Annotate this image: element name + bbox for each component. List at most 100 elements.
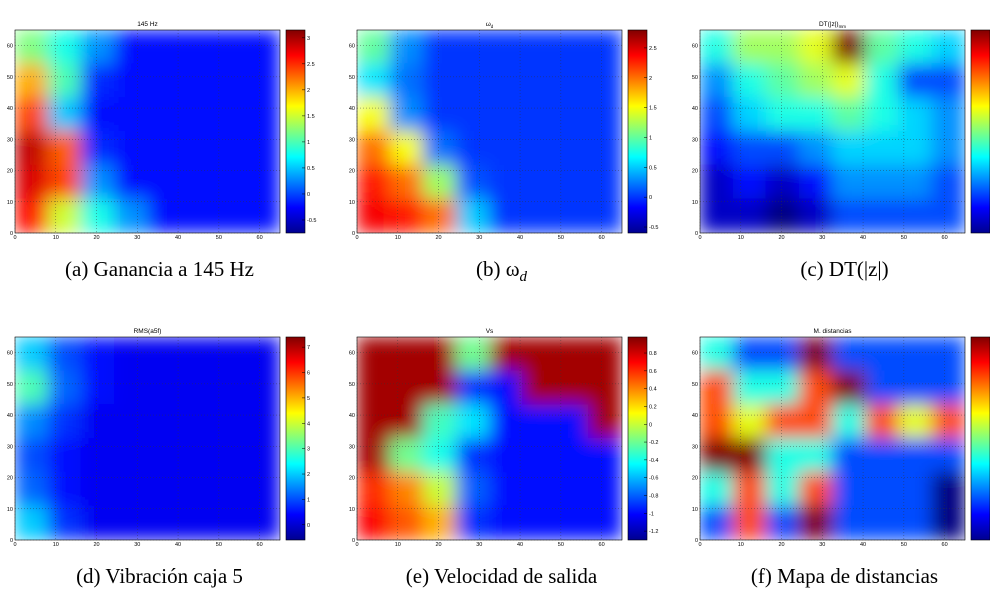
heat-cell	[422, 404, 457, 439]
heat-cell	[898, 198, 933, 233]
heat-cell	[422, 63, 457, 99]
heat-cell	[389, 30, 424, 65]
heat-cell	[522, 471, 557, 507]
colorbar-tick-label: 2.5	[307, 62, 315, 68]
heat-cell	[898, 337, 933, 372]
heat-cell	[389, 131, 424, 166]
heat-cell	[765, 97, 800, 132]
colorbar-tick-label: 0	[307, 192, 310, 198]
colorbar-tick-label: 0.5	[649, 165, 657, 171]
heat-cell	[832, 505, 867, 540]
x-tick-label: 0	[355, 235, 358, 241]
x-tick-label: 20	[435, 542, 441, 548]
heat-cell	[80, 131, 115, 166]
heat-cell	[832, 370, 867, 406]
heat-cell	[246, 164, 280, 200]
y-tick-label: 60	[692, 44, 698, 50]
heat-cell	[147, 404, 182, 439]
y-tick-label: 10	[692, 200, 698, 206]
colorbar	[285, 336, 306, 541]
heat-cell	[798, 370, 833, 406]
colorbar-tick-label: -1.2	[649, 529, 658, 535]
heatmap-blur	[357, 337, 622, 540]
colorbar-tick-label: 5	[307, 396, 310, 402]
heat-cell	[147, 63, 182, 99]
caption: (a) Ganancia a 145 Hz	[65, 257, 254, 281]
heat-cell	[931, 164, 965, 200]
heat-cell	[798, 404, 833, 439]
heat-cell	[455, 337, 490, 372]
heat-cell	[389, 198, 424, 233]
heat-cell	[700, 131, 734, 166]
heat-cell	[80, 471, 115, 507]
heat-cell	[113, 164, 148, 200]
heat-cell	[357, 164, 391, 200]
heat-cell	[246, 198, 280, 233]
heat-cell	[147, 337, 182, 372]
heat-cell	[522, 97, 557, 132]
heat-cell	[489, 370, 524, 406]
colorbar	[970, 29, 990, 234]
heat-cell	[798, 131, 833, 166]
heat-cell	[80, 164, 115, 200]
heat-cell	[931, 97, 965, 132]
heat-cell	[80, 438, 115, 473]
heatmap-cells	[700, 30, 965, 233]
heat-cell	[15, 438, 49, 473]
heat-cell	[246, 438, 280, 473]
heat-cell	[147, 471, 182, 507]
x-tick-label: 10	[738, 235, 744, 241]
colorbar-tick-label: 0.5	[307, 166, 315, 172]
heat-cell	[389, 505, 424, 540]
y-tick-label: 20	[349, 476, 355, 482]
colorbar-tick-label: 7	[307, 345, 310, 351]
title-sub: mm	[839, 24, 847, 29]
heat-cell	[522, 337, 557, 372]
heat-cell	[113, 198, 148, 233]
heat-cell	[15, 97, 49, 132]
heat-cell	[732, 97, 767, 132]
y-tick-label: 10	[349, 200, 355, 206]
x-tick-label: 40	[860, 542, 866, 548]
heat-cell	[832, 30, 867, 65]
y-tick-label: 60	[349, 44, 355, 50]
heat-cell	[389, 337, 424, 372]
heat-cell	[180, 404, 215, 439]
heat-cell	[555, 337, 590, 372]
heat-cell	[246, 63, 280, 99]
y-tick-label: 50	[349, 382, 355, 388]
heat-cell	[832, 63, 867, 99]
heat-cell	[422, 370, 457, 406]
heat-cell	[15, 63, 49, 99]
heat-cell	[15, 30, 49, 65]
heat-cell	[357, 30, 391, 65]
heat-cell	[246, 370, 280, 406]
heat-cell	[113, 438, 148, 473]
heat-cell	[113, 471, 148, 507]
heat-cell	[931, 30, 965, 65]
x-tick-label: 50	[901, 542, 907, 548]
x-tick-label: 40	[517, 235, 523, 241]
heat-cell	[47, 63, 82, 99]
x-tick-label: 60	[599, 235, 605, 241]
caption-text: (a) Ganancia a 145 Hz	[65, 257, 254, 281]
x-tick-label: 0	[698, 542, 701, 548]
heat-cell	[898, 404, 933, 439]
heat-cell	[180, 164, 215, 200]
heat-cell	[389, 97, 424, 132]
x-tick-label: 40	[860, 235, 866, 241]
heat-cell	[147, 30, 182, 65]
heat-cell	[15, 404, 49, 439]
colorbar-tick-label: 2	[649, 76, 652, 82]
x-tick-label: 30	[476, 542, 482, 548]
heat-cell	[700, 97, 734, 132]
heat-cell	[931, 370, 965, 406]
heat-cell	[47, 30, 82, 65]
heat-cell	[865, 30, 900, 65]
x-tick-label: 10	[53, 542, 59, 548]
heat-cell	[588, 370, 622, 406]
heat-cell	[489, 63, 524, 99]
caption-text: (f) Mapa de distancias	[751, 564, 938, 588]
colorbar-tick-label: 2	[307, 472, 310, 478]
heat-cell	[422, 471, 457, 507]
